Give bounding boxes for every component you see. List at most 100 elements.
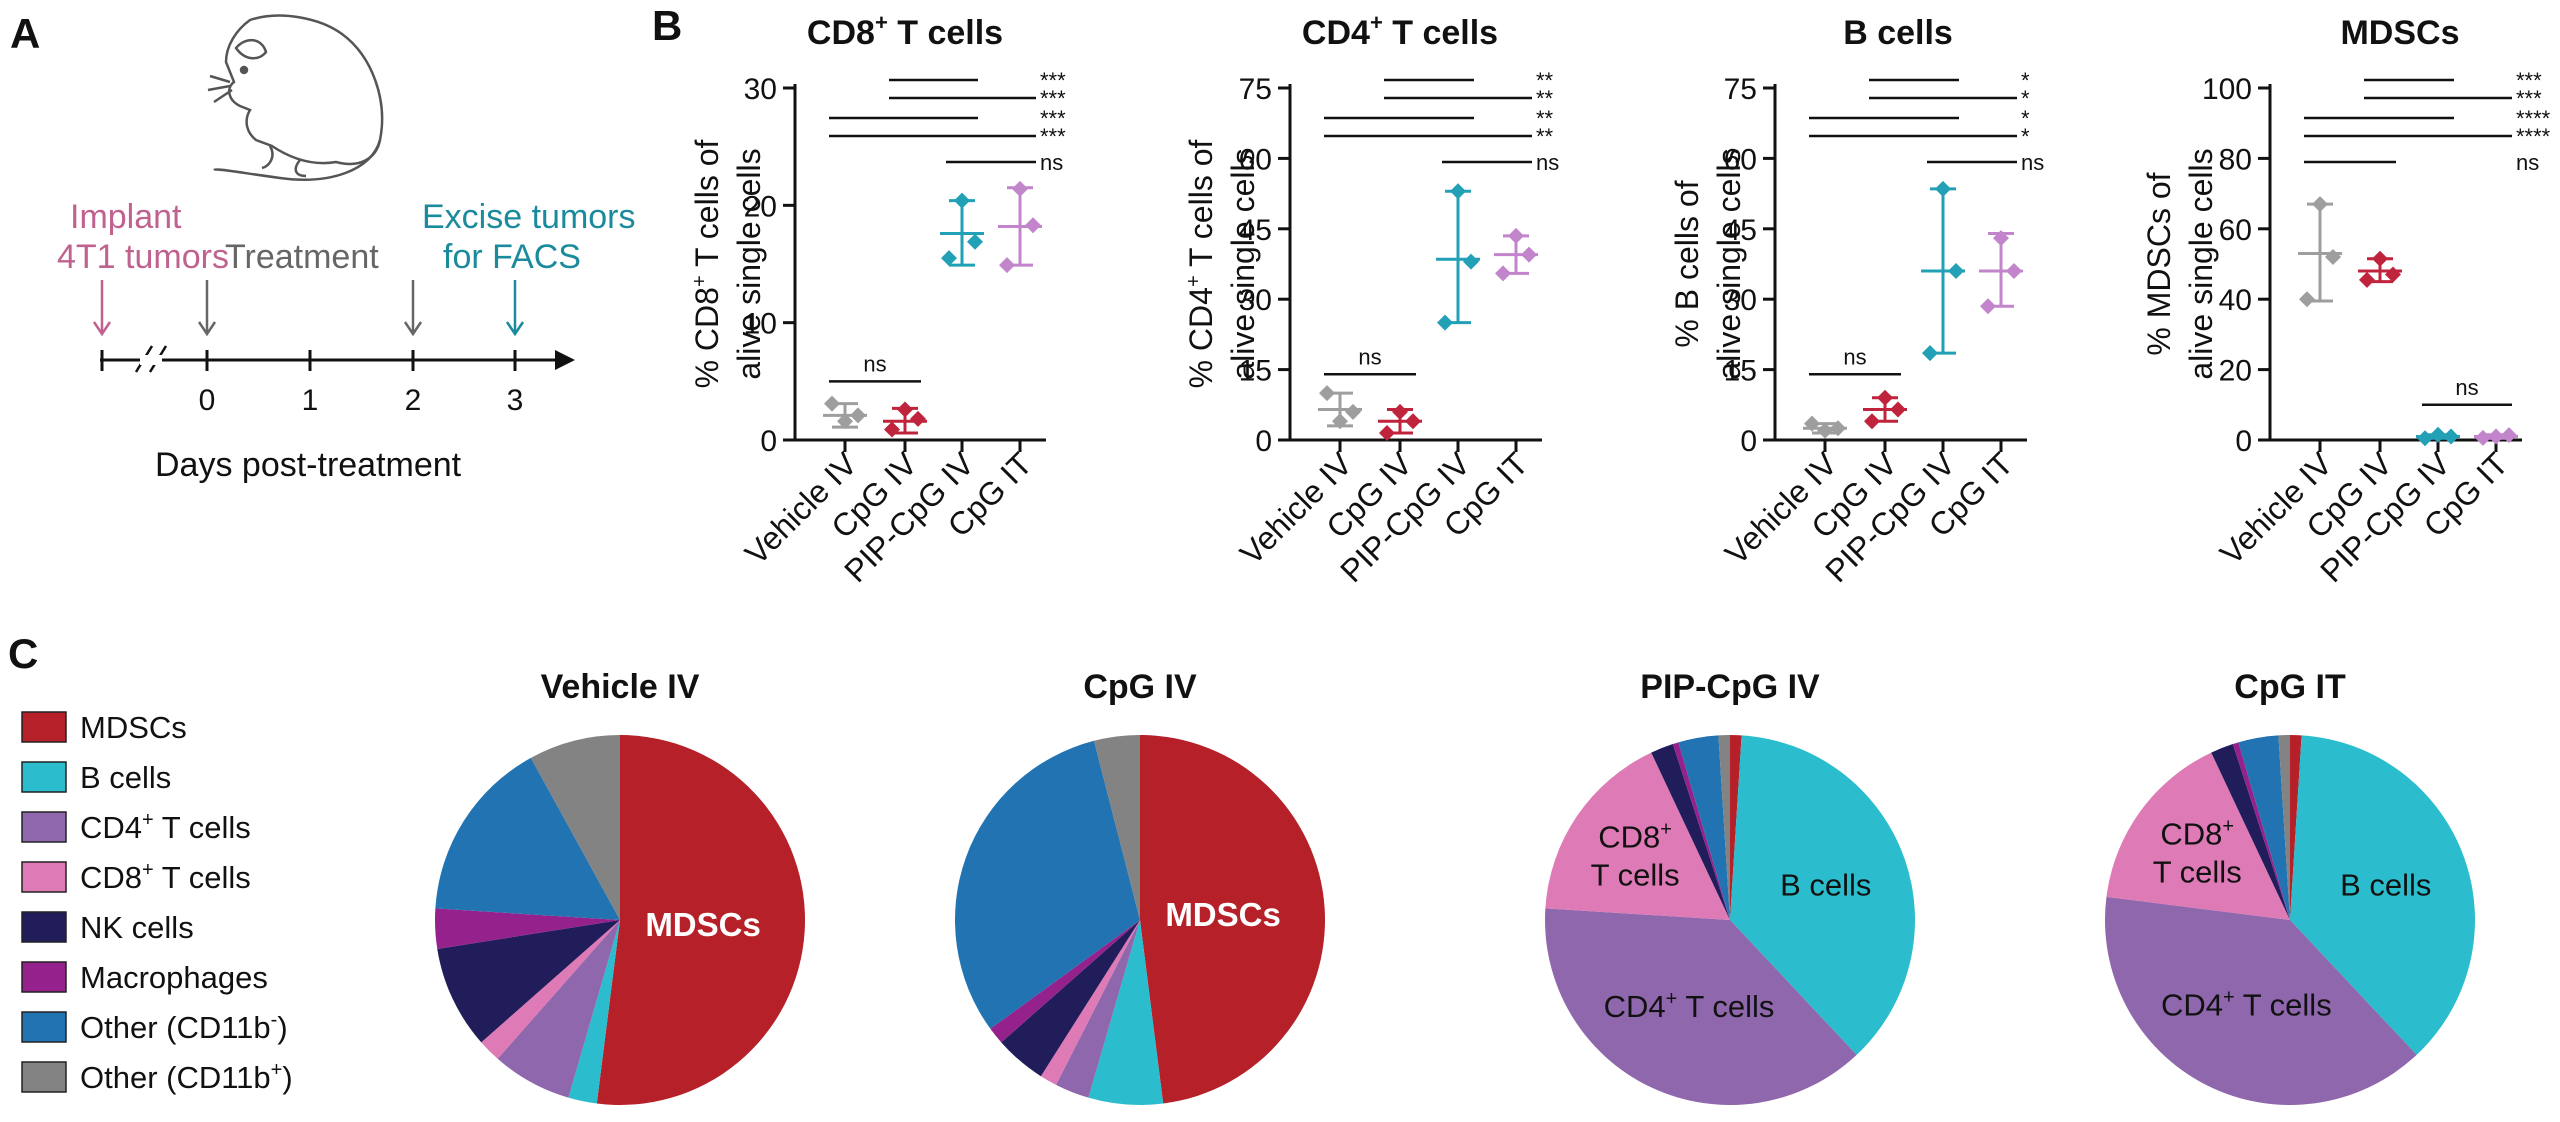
day-tick-2: 2 [405, 384, 422, 417]
series-2 [1863, 389, 1907, 430]
data-point [1935, 180, 1951, 197]
pie-slice-8 [530, 735, 620, 920]
y-tick-label: 30 [1724, 284, 1757, 317]
data-point [1450, 183, 1466, 200]
pie-label-cd8: CD8+ [1598, 819, 1672, 855]
y-tick-label: 20 [744, 190, 777, 223]
excise-label-1: Excise tumors [422, 198, 636, 236]
data-point [1922, 345, 1938, 362]
bracket-label: ns [2516, 150, 2539, 175]
excise-label-2: for FACS [443, 238, 581, 276]
y-tick-label: 75 [1724, 73, 1757, 106]
significance-bracket: ** [1324, 124, 1554, 149]
data-point [1495, 265, 1511, 282]
pie-label-mdscs: MDSCs [1165, 896, 1281, 933]
pie-charts: Vehicle IV MDSCs CpG IV MDSCs PIP-CpG IV B ce… [434, 668, 2475, 1106]
y-axis-label: % B cells of alive single cells [1669, 148, 1747, 379]
implant-label-1: Implant [70, 198, 182, 236]
y-tick-label: 60 [2219, 214, 2252, 247]
y-tick-label: 0 [2235, 425, 2252, 458]
significance-bracket: * [1869, 86, 2030, 111]
pie-chart-3: PIP-CpG IV B cells CD4+ T cells CD8+T cells [1545, 668, 1916, 1106]
y-tick-label: 15 [1239, 355, 1272, 388]
pie-chart-4: CpG IT B cells CD4+ T cells CD8+T cells [2104, 668, 2475, 1105]
pie-slice-5 [2211, 744, 2290, 920]
pie-slice-1 [596, 735, 805, 1106]
y-tick-label: 45 [1724, 214, 1757, 247]
data-point [837, 413, 853, 430]
pie-label-mdscs: MDSCs [645, 906, 761, 943]
data-point [2299, 291, 2315, 308]
legend-swatch [21, 1061, 67, 1093]
pie-slice-7 [2238, 735, 2290, 920]
data-point [1463, 253, 1479, 270]
y-tick-label: 10 [744, 308, 777, 341]
pie-slice-1 [1140, 735, 1326, 1104]
pie-slice-4 [2106, 752, 2290, 920]
pie-label-cd4: CD4+ T cells [2161, 987, 2332, 1023]
data-point [850, 407, 866, 424]
significance-bracket: * [1809, 124, 2030, 149]
data-point [824, 395, 840, 412]
bracket-label: ** [1536, 68, 1554, 93]
pie-slice-3 [497, 920, 620, 1098]
data-point [2325, 248, 2341, 265]
y-tick-label: 60 [1239, 143, 1272, 176]
y-axis-label: % CD4+ T cells of alive single cells [1183, 139, 1261, 388]
pie-label-cd8-line2: T cells [1591, 858, 1680, 893]
series-2 [883, 401, 927, 438]
legend-label: CD8+ T cells [80, 859, 251, 895]
scatter-chart-1: CD8+ T cells 0 10 20 30 % CD8+ T cells of aliv… [689, 10, 1066, 589]
bracket-label: *** [2516, 86, 2542, 111]
y-tick-label: 45 [1239, 214, 1272, 247]
pie-slice-8 [1093, 735, 1140, 920]
significance-bracket: ns [1324, 344, 1416, 376]
bracket-label: ns [2021, 150, 2044, 175]
pie-slice-6 [434, 908, 620, 949]
cell-type-legend: MDSCs B cells CD4+ T cells CD8+ T cells NK c… [21, 710, 293, 1095]
chart-title: B cells [1843, 14, 1953, 52]
series-2 [2358, 250, 2402, 288]
y-tick-label: 0 [1740, 425, 1757, 458]
pie-slice-5 [1001, 920, 1140, 1077]
pie-slice-4 [1545, 752, 1730, 920]
data-point [2501, 427, 2517, 444]
bracket-label: ** [1536, 86, 1554, 111]
data-point [910, 410, 926, 427]
legend-item: CD4+ T cells [21, 809, 251, 845]
pie-label-cd8-line2: T cells [2153, 855, 2242, 890]
data-point [2006, 263, 2022, 280]
data-point [1817, 422, 1833, 439]
scatter-chart-2: CD4+ T cells 0 15 30 45 60 75 % CD4+ T cells of… [1183, 10, 1559, 589]
data-point [2385, 266, 2401, 283]
significance-bracket: ** [1384, 68, 1554, 93]
day2-arrowhead [403, 321, 423, 337]
series-4 [1979, 230, 2023, 315]
data-point [1379, 424, 1395, 441]
pie-title: CpG IT [2234, 668, 2346, 706]
scatter-charts: CD8+ T cells 0 10 20 30 % CD8+ T cells of aliv… [689, 10, 2551, 589]
pie-slice-5 [1651, 744, 1730, 920]
data-point [1319, 385, 1335, 402]
legend-swatch [21, 761, 67, 793]
pie-slice-8 [1718, 735, 1730, 920]
bracket-label: ** [1536, 124, 1554, 149]
pie-slice-2 [568, 920, 620, 1104]
series-1 [823, 395, 867, 430]
bracket-label: *** [1040, 86, 1066, 111]
significance-bracket: ns [1809, 344, 1901, 376]
y-tick-label: 30 [744, 73, 777, 106]
day0-arrowhead [197, 321, 217, 337]
data-point [1508, 227, 1524, 244]
legend-label: NK cells [80, 910, 194, 945]
bracket-label: **** [2516, 106, 2551, 131]
bracket-label: **** [2516, 124, 2551, 149]
pie-slice-2 [1730, 735, 1916, 1055]
timeline-xlabel: Days post-treatment [155, 446, 462, 484]
y-tick-label: 100 [2202, 73, 2252, 106]
significance-bracket: *** [829, 124, 1066, 149]
significance-bracket: **** [2304, 124, 2551, 149]
legend-label: CD4+ T cells [80, 809, 251, 845]
pie-slice-2 [2290, 735, 2475, 1055]
data-point [1405, 413, 1421, 430]
